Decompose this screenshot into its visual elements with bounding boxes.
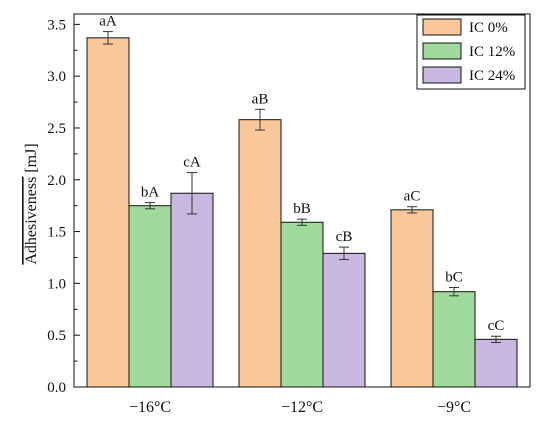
bar-ic-12--0	[128, 205, 172, 388]
bar-significance-label: bC	[445, 270, 463, 286]
y-tick-label: 3.0	[47, 69, 66, 85]
axes-layer: 0.0 0.5 1.0 1.5 2.0 2.5 3.0 3.5 −16°C −12°C −9°C	[47, 13, 531, 416]
bar-ic-24--1	[322, 252, 366, 388]
legend-swatch	[422, 42, 462, 60]
legend-layer: IC 0% IC 12% IC 24%	[416, 14, 526, 90]
bars-layer	[86, 31, 518, 388]
legend-label: IC 0%	[469, 20, 508, 36]
bar-significance-label: cA	[183, 155, 201, 171]
bar-ic-12--2	[432, 291, 476, 388]
legend-label: IC 12%	[469, 44, 515, 60]
bar-ic-24--2	[474, 338, 518, 388]
x-tick-label: −12°C	[281, 399, 323, 416]
legend-swatch	[422, 66, 462, 84]
legend-label: IC 24%	[469, 68, 515, 84]
y-axis-title: Adhesiveness [mJ]	[23, 143, 40, 264]
y-tick-label: 0.0	[47, 380, 66, 396]
bar-ic-0--1	[238, 119, 282, 388]
labels-layer: aA bA cA aB bB cB aC bC cC	[99, 14, 504, 335]
y-tick-label: 2.5	[47, 121, 66, 137]
bar-significance-label: bB	[293, 201, 311, 217]
bar-ic-24--0	[170, 192, 214, 388]
bar-ic-12--1	[280, 221, 324, 388]
bar-significance-label: aA	[99, 14, 117, 30]
x-tick-label: −9°C	[437, 399, 471, 416]
y-axis-label-main: Adhesiveness	[23, 177, 40, 265]
y-tick-label: 1.5	[47, 225, 66, 241]
bar-ic-0--0	[86, 37, 130, 388]
legend-swatch	[422, 18, 462, 36]
bar-significance-label: cC	[488, 318, 505, 334]
bar-significance-label: bA	[141, 185, 160, 201]
y-axis-label-unit: [mJ]	[23, 143, 40, 172]
x-tick-label: −16°C	[129, 399, 171, 416]
y-tick-label: 1.0	[47, 276, 66, 292]
y-tick-label: 0.5	[47, 328, 66, 344]
bar-ic-0--2	[390, 209, 434, 388]
y-tick-label: 3.5	[47, 17, 66, 33]
bar-significance-label: cB	[336, 229, 353, 245]
bar-significance-label: aB	[252, 91, 269, 107]
bar-significance-label: aC	[404, 189, 421, 205]
y-tick-label: 2.0	[47, 173, 66, 189]
